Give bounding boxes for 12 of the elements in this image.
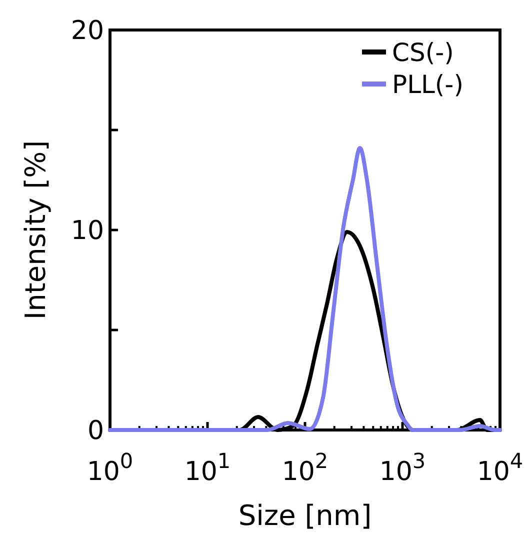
y-tick-label: 0 — [87, 416, 104, 446]
legend-label: PLL(-) — [392, 70, 464, 99]
x-tick-label: 10$^{2}$ — [282, 449, 328, 487]
y-tick-label: 20 — [70, 16, 104, 46]
x-tick-label: 10$^{4}$ — [476, 449, 524, 487]
x-tick-label: 10$^{0}$ — [86, 449, 134, 487]
y-tick-label: 10 — [70, 216, 104, 246]
y-axis-title: Intensity [%] — [19, 140, 52, 320]
x-tick-label: 10$^{1}$ — [184, 449, 231, 487]
x-axis-title: Size [nm] — [238, 499, 372, 532]
x-tick-label: 10$^{3}$ — [379, 449, 426, 487]
legend-label: CS(-) — [392, 38, 454, 67]
